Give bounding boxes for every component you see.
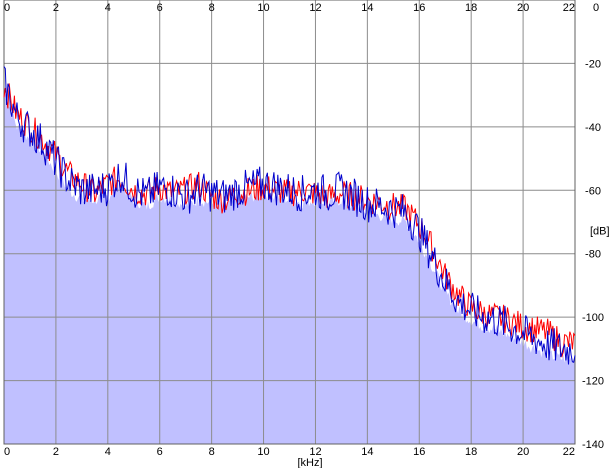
- x-tick-label-top: 14: [361, 2, 373, 14]
- x-tick-label-top: 4: [105, 2, 111, 14]
- x-tick-label-top: 12: [309, 2, 321, 14]
- y-tick-label: -60: [585, 185, 601, 197]
- y-tick-label-top: 0: [593, 2, 599, 14]
- x-tick-label-bottom: 4: [105, 446, 111, 458]
- tick-labels-layer: 002244668810101212141416161818202022220-…: [4, 2, 604, 458]
- x-tick-label-top: 20: [517, 2, 529, 14]
- y-axis-label: [dB]: [590, 226, 610, 238]
- x-tick-label-bottom: 14: [361, 446, 373, 458]
- x-tick-label-bottom: 18: [465, 446, 477, 458]
- y-tick-label: -100: [582, 312, 604, 324]
- spectrum-area-fill: [4, 92, 575, 444]
- x-tick-label-bottom: 10: [257, 446, 269, 458]
- y-tick-label: -120: [582, 376, 604, 388]
- x-tick-label-top: 18: [465, 2, 477, 14]
- x-tick-label-top: 0: [4, 2, 10, 14]
- y-tick-label: -140: [582, 439, 604, 451]
- spectrum-series-line: [3, 66, 576, 365]
- spectrum-series-line: [3, 83, 576, 358]
- x-tick-label-bottom: 12: [309, 446, 321, 458]
- y-tick-label: -80: [585, 249, 601, 261]
- x-tick-label-bottom: 22: [563, 446, 575, 458]
- x-axis-label: [kHz]: [297, 457, 322, 468]
- y-tick-label: -20: [585, 58, 601, 70]
- x-tick-label-top: 16: [413, 2, 425, 14]
- x-tick-label-bottom: 6: [157, 446, 163, 458]
- x-tick-label-bottom: 2: [53, 446, 59, 458]
- spectrum-fill-layer: [4, 92, 575, 444]
- x-tick-label-top: 6: [157, 2, 163, 14]
- x-tick-label-top: 10: [257, 2, 269, 14]
- x-tick-label-bottom: 16: [413, 446, 425, 458]
- plot-frame: [3, 0, 576, 445]
- series-layer: [3, 66, 576, 365]
- x-tick-label-top: 2: [53, 2, 59, 14]
- grid-layer: [3, 0, 576, 445]
- x-tick-label-top: 8: [209, 2, 215, 14]
- x-tick-label-bottom: 0: [4, 446, 10, 458]
- x-tick-label-bottom: 8: [209, 446, 215, 458]
- x-tick-label-bottom: 20: [517, 446, 529, 458]
- y-tick-label: -40: [585, 122, 601, 134]
- x-tick-label-top: 22: [563, 2, 575, 14]
